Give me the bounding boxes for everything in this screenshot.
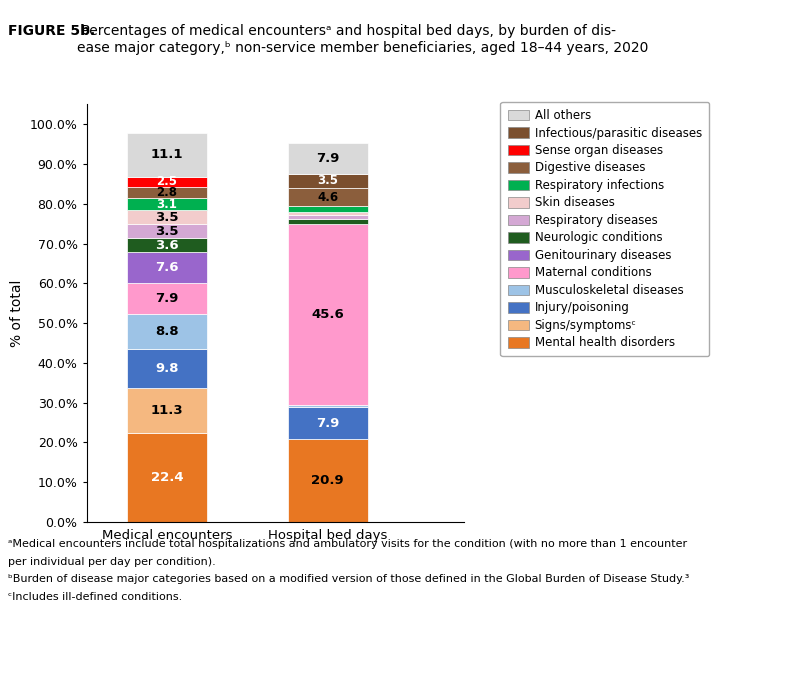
Text: 7.6: 7.6 [155, 261, 179, 274]
Bar [287, 206, 368, 212]
Text: 11.3: 11.3 [150, 404, 183, 417]
Text: per individual per day per condition).: per individual per day per condition). [8, 557, 216, 567]
Text: 3.5: 3.5 [317, 175, 338, 187]
Bar [287, 219, 368, 223]
Bar [127, 238, 207, 253]
Legend: All others, Infectious/parasitic diseases, Sense organ diseases, Digestive disea: All others, Infectious/parasitic disease… [501, 102, 709, 356]
Text: 4.6: 4.6 [317, 191, 338, 203]
Text: FIGURE 5b.: FIGURE 5b. [8, 24, 95, 38]
Text: 11.1: 11.1 [150, 148, 183, 161]
Bar [127, 388, 207, 433]
Text: ᵃMedical encounters include total hospitalizations and ambulatory visits for the: ᵃMedical encounters include total hospit… [8, 539, 687, 549]
Text: Percentages of medical encountersᵃ and hospital bed days, by burden of dis-
ease: Percentages of medical encountersᵃ and h… [77, 24, 648, 54]
Text: 7.9: 7.9 [316, 417, 339, 429]
Bar [287, 174, 368, 188]
Text: 3.5: 3.5 [155, 225, 179, 237]
Text: 45.6: 45.6 [312, 308, 344, 321]
Text: 3.1: 3.1 [157, 198, 177, 210]
Text: ᵇBurden of disease major categories based on a modified version of those defined: ᵇBurden of disease major categories base… [8, 574, 689, 584]
Bar [127, 314, 207, 349]
Bar [127, 253, 207, 283]
Text: ᶜIncludes ill-defined conditions.: ᶜIncludes ill-defined conditions. [8, 592, 182, 601]
Text: 2.5: 2.5 [157, 175, 177, 188]
Text: 7.9: 7.9 [316, 152, 339, 165]
Bar [287, 223, 368, 405]
Bar [127, 349, 207, 388]
Text: 20.9: 20.9 [312, 474, 344, 487]
Bar [127, 187, 207, 198]
Bar [127, 198, 207, 210]
Bar [287, 405, 368, 407]
Bar [127, 433, 207, 522]
Text: 3.6: 3.6 [155, 239, 179, 252]
Bar [287, 188, 368, 206]
Text: 22.4: 22.4 [150, 471, 183, 484]
Bar [127, 283, 207, 314]
Bar [287, 143, 368, 174]
Bar [287, 439, 368, 522]
Bar [287, 212, 368, 214]
Text: 8.8: 8.8 [155, 325, 179, 338]
Bar [287, 407, 368, 439]
Text: 2.8: 2.8 [157, 186, 177, 199]
Bar [127, 133, 207, 177]
Bar [127, 177, 207, 187]
Text: 3.5: 3.5 [155, 211, 179, 223]
Bar [127, 224, 207, 238]
Text: 7.9: 7.9 [155, 292, 179, 305]
Bar [287, 214, 368, 219]
Y-axis label: % of total: % of total [10, 280, 24, 347]
Bar [127, 210, 207, 224]
Text: 9.8: 9.8 [155, 362, 179, 375]
